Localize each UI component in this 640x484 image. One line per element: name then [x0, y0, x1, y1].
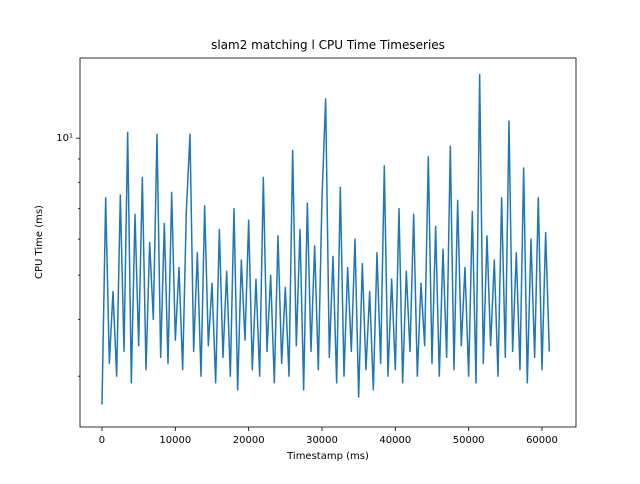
plot-frame	[79, 57, 577, 428]
chart-title: slam2 matching l CPU Time Timeseries	[211, 38, 445, 52]
x-tick-label: 30000	[306, 435, 338, 446]
x-tick-label: 10000	[159, 435, 191, 446]
y-axis-label: CPU Time (ms)	[34, 205, 45, 279]
x-tick-label: 20000	[233, 435, 265, 446]
y-tick-label: 10¹	[56, 133, 73, 144]
x-tick-label: 0	[99, 435, 105, 446]
x-axis-label: Timestamp (ms)	[286, 451, 369, 462]
x-tick-label: 50000	[453, 435, 485, 446]
x-tick-label: 60000	[526, 435, 558, 446]
series-line	[101, 73, 551, 405]
x-tick-label: 40000	[379, 435, 411, 446]
